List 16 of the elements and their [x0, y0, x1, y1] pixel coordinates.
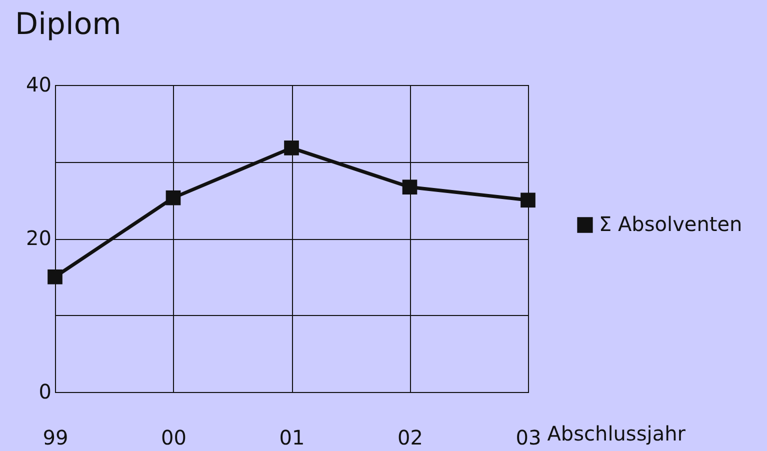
point: [284, 140, 299, 156]
y-tick-label: 0: [38, 380, 52, 404]
x-tick-label: 00: [161, 426, 186, 450]
y-tick-label: 20: [26, 226, 52, 250]
x-tick-label: 02: [398, 426, 423, 450]
point: [48, 269, 62, 284]
chart-title: Diplom: [15, 7, 122, 42]
x-tick-label: 03: [516, 426, 542, 450]
point: [166, 190, 181, 206]
legend-label: Σ Absolventen: [599, 212, 742, 236]
point: [520, 192, 536, 208]
x-axis-title: Abschlussjahr: [547, 422, 686, 446]
y-tick-label: 40: [26, 72, 52, 96]
point: [402, 180, 418, 194]
x-tick-label: 99: [42, 426, 68, 450]
x-tick-label: 01: [279, 426, 305, 450]
